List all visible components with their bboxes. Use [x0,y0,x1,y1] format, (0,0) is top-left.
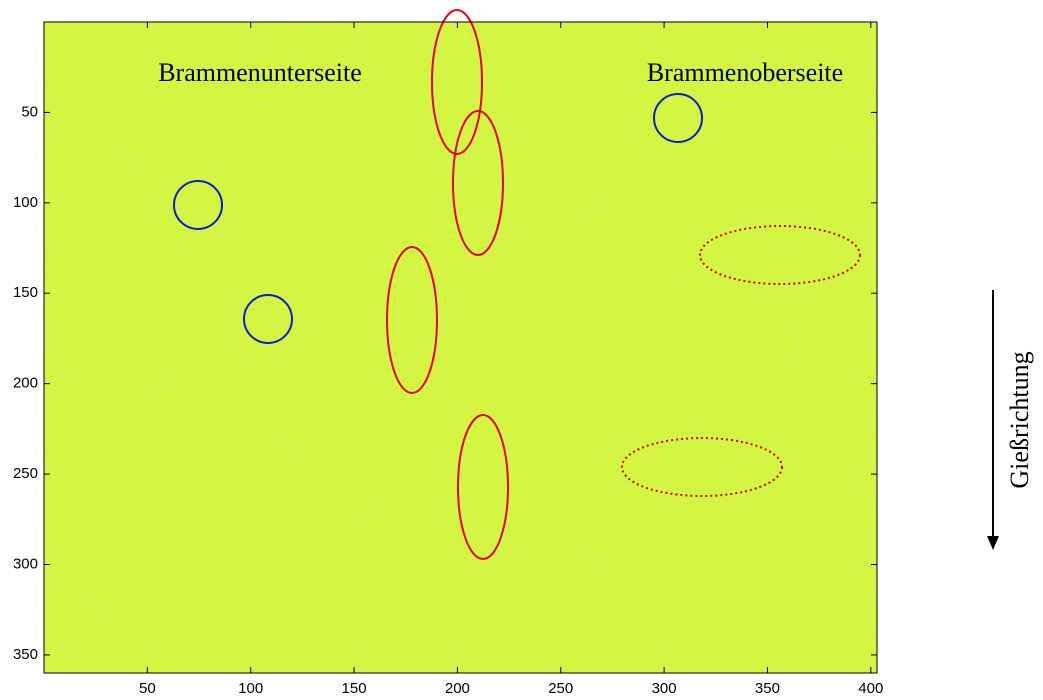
ellipse [386,246,438,394]
ellipse [431,9,483,155]
x-tick-label: 350 [755,680,780,697]
x-tick-label: 300 [652,680,677,697]
annotation: Brammenunterseite [158,58,362,87]
plot-area: Brammenunterseite Brammenoberseite [43,9,878,674]
ellipse [452,110,504,256]
direction-label: Gießrichtung [1005,351,1034,488]
circle [173,180,223,230]
y-tick-label: 150 [13,284,38,301]
circle [653,93,703,143]
x-tick-label: 400 [858,680,883,697]
dotted-ellipses [621,225,861,497]
ellipse [457,414,509,560]
y-tick-label: 350 [13,646,38,663]
x-tick-label: 150 [342,680,367,697]
y-tick-label: 100 [13,194,38,211]
x-tick-label: 250 [548,680,573,697]
ellipse [621,437,783,497]
circle [243,294,293,344]
x-tick-label: 100 [238,680,263,697]
y-tick-label: 250 [13,465,38,482]
x-tick-label: 200 [445,680,470,697]
axes-frame [43,21,878,674]
y-tick-label: 200 [13,375,38,392]
red-ellipses [386,9,509,560]
arrow-head [987,536,999,550]
blue-circles [173,93,703,344]
y-tick-label: 300 [13,555,38,572]
y-tick-label: 50 [21,103,38,120]
x-tick-label: 50 [139,680,156,697]
image-texture [44,22,877,673]
annotation: Brammenoberseite [647,58,843,87]
ellipse [699,225,861,285]
